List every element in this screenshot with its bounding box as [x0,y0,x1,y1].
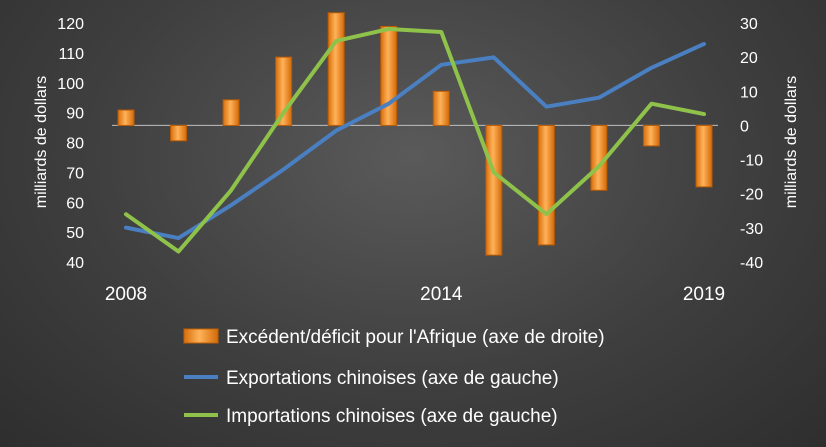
line-series [124,27,706,254]
x-tick-label: 2019 [683,284,725,305]
right-tick-label: -20 [740,187,763,204]
x-axis-ticks: 2008 2014 2019 [105,284,725,305]
bar [695,124,713,188]
left-tick-label: 40 [66,255,84,272]
right-axis-title: milliards de dollars [783,76,800,209]
left-tick-label: 80 [66,136,84,153]
bar [380,25,398,126]
left-tick-label: 100 [57,76,84,93]
legend-item-bar: Excédent/déficit pour l'Afrique (axe de … [183,327,605,348]
left-tick-label: 120 [57,16,84,33]
bar [222,99,240,126]
left-tick-label: 110 [58,46,84,63]
legend-item-exports: Exportations chinoises (axe de gauche) [184,368,559,389]
left-tick-label: 50 [66,225,84,242]
legend: Excédent/déficit pour l'Afrique (axe de … [183,327,605,427]
right-tick-label: 0 [740,118,749,135]
series-line [124,41,706,241]
x-tick-label: 2014 [420,284,463,305]
bar [537,124,555,246]
bar [117,109,135,126]
right-tick-label: -30 [740,221,763,238]
legend-label-imports: Importations chinoises (axe de gauche) [226,406,558,427]
legend-swatch-bar [183,328,219,344]
legend-label-exports: Exportations chinoises (axe de gauche) [226,368,559,389]
bar [642,124,660,147]
bar [327,12,345,126]
series-line [124,27,706,254]
legend-label-bar: Excédent/déficit pour l'Afrique (axe de … [226,327,605,348]
right-tick-label: -10 [740,153,763,170]
bar [432,90,450,126]
left-tick-label: 90 [66,106,84,123]
left-axis-title: milliards de dollars [33,76,50,209]
right-tick-label: 10 [740,84,758,101]
right-tick-label: -40 [740,255,763,272]
right-tick-label: 20 [740,50,758,67]
x-tick-label: 2008 [105,284,147,305]
bar [170,124,188,142]
bar [485,124,503,256]
left-axis-ticks: 40 50 60 70 80 90 100 110 120 [57,16,84,272]
legend-item-imports: Importations chinoises (axe de gauche) [184,406,558,427]
right-axis-ticks: -40 -30 -20 -10 0 10 20 30 [740,16,763,272]
left-tick-label: 60 [66,195,84,212]
right-tick-label: 30 [740,16,758,33]
left-tick-label: 70 [66,165,84,182]
